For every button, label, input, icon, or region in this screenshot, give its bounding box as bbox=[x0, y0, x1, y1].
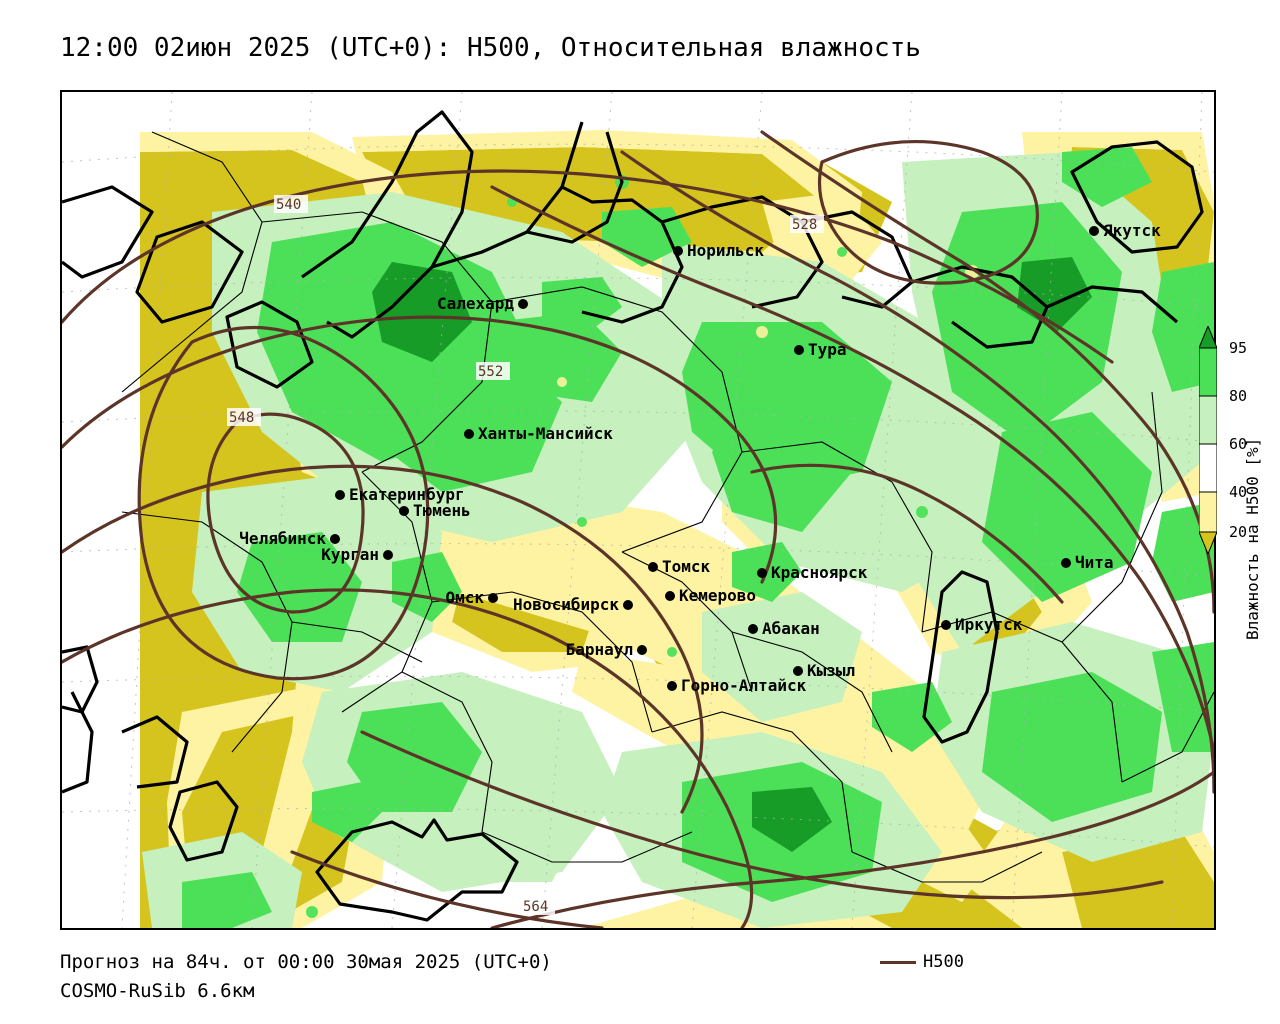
city-dot-icon bbox=[1061, 558, 1071, 568]
city-label: Кызыл bbox=[807, 661, 855, 680]
city-marker: Томск bbox=[648, 557, 711, 576]
footer-text: Прогноз на 84ч. от 00:00 30мая 2025 (UTC… bbox=[60, 948, 552, 1006]
city-marker: Горно-Алтайск bbox=[667, 676, 807, 695]
colorbar-tick-40: 40 bbox=[1229, 483, 1248, 501]
h500-contour-layer bbox=[62, 130, 1214, 928]
h500-legend: H500 bbox=[880, 952, 964, 972]
city-marker: Тура bbox=[794, 340, 847, 359]
city-marker: Екатеринбург bbox=[335, 485, 465, 504]
city-label: Иркутск bbox=[955, 615, 1023, 634]
h500-legend-line-icon bbox=[880, 960, 916, 964]
city-dot-icon bbox=[1089, 226, 1099, 236]
city-dot-icon bbox=[335, 490, 345, 500]
city-marker: Тюмень bbox=[399, 501, 471, 520]
city-marker: Красноярск bbox=[757, 563, 868, 582]
model-name-line: COSMO-RuSib 6.6км bbox=[60, 980, 255, 1002]
city-marker: Абакан bbox=[748, 619, 820, 638]
colorbar bbox=[1199, 326, 1217, 554]
city-marker: Чита bbox=[1061, 553, 1114, 572]
city-dot-icon bbox=[623, 600, 633, 610]
city-dot-icon bbox=[488, 593, 498, 603]
city-label: Кемерово bbox=[679, 586, 756, 605]
city-dot-icon bbox=[665, 591, 675, 601]
city-marker: Норильск bbox=[673, 241, 764, 260]
city-label: Тура bbox=[808, 340, 847, 359]
city-dot-icon bbox=[757, 568, 767, 578]
svg-text:548: 548 bbox=[229, 410, 254, 426]
page-title: 12:00 02июн 2025 (UTC+0): H500, Относите… bbox=[60, 33, 921, 63]
weather-map-frame: 540 528 548 552 564 bbox=[60, 90, 1216, 930]
contour-labels: 540 528 548 552 564 bbox=[227, 195, 824, 915]
colorbar-tick-80: 80 bbox=[1229, 387, 1248, 405]
city-dot-icon bbox=[330, 534, 340, 544]
city-dot-icon bbox=[748, 624, 758, 634]
city-marker: Якутск bbox=[1089, 221, 1161, 240]
city-dot-icon bbox=[793, 666, 803, 676]
city-dot-icon bbox=[399, 506, 409, 516]
colorbar-tick-60: 60 bbox=[1229, 435, 1248, 453]
city-label: Абакан bbox=[762, 619, 820, 638]
city-label: Горно-Алтайск bbox=[681, 676, 807, 695]
city-label: Салехард bbox=[437, 294, 514, 313]
city-dot-icon bbox=[383, 550, 393, 560]
city-marker: Кемерово bbox=[665, 586, 756, 605]
city-label: Омск bbox=[445, 588, 484, 607]
city-marker: Ханты-Мансийск bbox=[464, 424, 613, 443]
city-label: Барнаул bbox=[566, 640, 633, 659]
city-label: Красноярск bbox=[771, 563, 868, 582]
city-label: Тюмень bbox=[413, 501, 471, 520]
city-marker: Омск bbox=[445, 588, 498, 607]
city-marker: Иркутск bbox=[941, 615, 1023, 634]
city-marker: Челябинск bbox=[239, 529, 340, 548]
city-label: Ханты-Мансийск bbox=[478, 424, 613, 443]
city-label: Новосибирск bbox=[513, 595, 619, 614]
city-label: Чита bbox=[1075, 553, 1114, 572]
city-label: Курган bbox=[321, 545, 379, 564]
city-marker: Новосибирск bbox=[513, 595, 633, 614]
city-label: Челябинск bbox=[239, 529, 326, 548]
weather-map-canvas: 540 528 548 552 564 bbox=[62, 92, 1214, 928]
city-dot-icon bbox=[464, 429, 474, 439]
colorbar-tick-95: 95 bbox=[1229, 339, 1248, 357]
colorbar-group: 95 80 60 40 20 bbox=[1199, 326, 1279, 566]
admin-borders-layer bbox=[121, 131, 1214, 883]
city-dot-icon bbox=[673, 246, 683, 256]
svg-text:564: 564 bbox=[523, 899, 548, 915]
svg-text:552: 552 bbox=[478, 364, 503, 380]
city-label: Якутск bbox=[1103, 221, 1161, 240]
city-label: Норильск bbox=[687, 241, 764, 260]
city-marker: Барнаул bbox=[566, 640, 647, 659]
svg-text:540: 540 bbox=[276, 197, 301, 213]
city-dot-icon bbox=[794, 345, 804, 355]
colorbar-axis-title: Влажность на H500 [%] bbox=[1243, 437, 1262, 640]
city-dot-icon bbox=[518, 299, 528, 309]
city-marker: Курган bbox=[321, 545, 393, 564]
city-label: Томск bbox=[662, 557, 711, 576]
city-label: Екатеринбург bbox=[349, 485, 465, 504]
forecast-info-line: Прогноз на 84ч. от 00:00 30мая 2025 (UTC… bbox=[60, 951, 552, 973]
city-dot-icon bbox=[637, 645, 647, 655]
city-layer: Норильск Якутск Салехард Тура Ханты-Мансийск… bbox=[239, 221, 1161, 695]
svg-text:528: 528 bbox=[792, 217, 817, 233]
h500-legend-label: H500 bbox=[923, 952, 964, 972]
city-dot-icon bbox=[941, 620, 951, 630]
city-dot-icon bbox=[667, 681, 677, 691]
city-marker: Салехард bbox=[437, 294, 528, 313]
colorbar-tick-20: 20 bbox=[1229, 523, 1248, 541]
city-dot-icon bbox=[648, 562, 658, 572]
city-marker: Кызыл bbox=[793, 661, 855, 680]
coastline-layer bbox=[62, 110, 1204, 922]
